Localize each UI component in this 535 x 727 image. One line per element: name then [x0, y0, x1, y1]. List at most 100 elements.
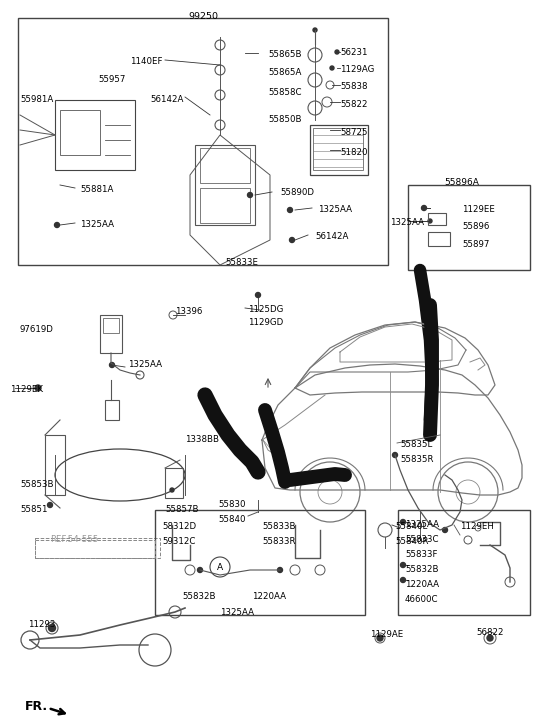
Text: 1325AA: 1325AA — [80, 220, 114, 229]
Bar — [195, 145, 255, 225]
Bar — [200, 188, 250, 223]
Circle shape — [401, 563, 406, 568]
Bar — [103, 318, 119, 333]
Text: 1140EF: 1140EF — [130, 57, 163, 66]
Text: 55896A: 55896A — [445, 178, 479, 187]
Text: 51820: 51820 — [340, 148, 368, 157]
Text: 1129EK: 1129EK — [10, 385, 43, 394]
Text: 55865A: 55865A — [268, 68, 301, 77]
Text: 55890D: 55890D — [280, 188, 314, 197]
Text: 55840L: 55840L — [395, 522, 427, 531]
Bar — [60, 110, 100, 155]
Bar — [313, 128, 363, 170]
Circle shape — [393, 452, 398, 457]
Text: 1338BB: 1338BB — [185, 435, 219, 444]
Circle shape — [377, 635, 383, 641]
Text: 55881A: 55881A — [80, 185, 113, 194]
Text: 55840: 55840 — [218, 515, 246, 524]
Bar — [45, 435, 65, 495]
Text: 1125DG: 1125DG — [248, 305, 284, 314]
Circle shape — [248, 193, 253, 198]
Text: 46600C: 46600C — [405, 595, 439, 604]
Bar — [105, 400, 119, 420]
Circle shape — [487, 635, 493, 641]
Circle shape — [442, 528, 447, 532]
Text: 97619D: 97619D — [20, 325, 54, 334]
Circle shape — [197, 568, 203, 572]
Text: 1325AA: 1325AA — [405, 520, 439, 529]
Bar — [200, 148, 250, 183]
Circle shape — [48, 502, 52, 507]
Text: 55833F: 55833F — [405, 550, 438, 559]
Text: 1129EH: 1129EH — [460, 522, 494, 531]
Text: REF.54-555: REF.54-555 — [50, 535, 98, 544]
Text: 58725: 58725 — [340, 128, 368, 137]
Circle shape — [401, 577, 406, 582]
Text: 1325AA: 1325AA — [390, 218, 424, 227]
Text: 1129EE: 1129EE — [462, 205, 495, 214]
Text: 13396: 13396 — [175, 307, 202, 316]
Text: 56142A: 56142A — [315, 232, 348, 241]
Text: 55853B: 55853B — [20, 480, 54, 489]
Circle shape — [35, 385, 41, 391]
Text: 58312D: 58312D — [162, 522, 196, 531]
Text: 56231: 56231 — [340, 48, 368, 57]
Text: 1325AA: 1325AA — [318, 205, 352, 214]
Text: 55851: 55851 — [20, 505, 48, 514]
Text: 55835R: 55835R — [400, 455, 433, 464]
Bar — [428, 232, 450, 246]
Bar — [310, 125, 368, 175]
Text: 55822: 55822 — [340, 100, 368, 109]
Text: 55840R: 55840R — [395, 537, 429, 546]
Circle shape — [335, 50, 339, 54]
Text: 55833R: 55833R — [262, 537, 295, 546]
Text: 55957: 55957 — [98, 75, 125, 84]
Circle shape — [256, 292, 261, 297]
Bar — [428, 213, 446, 225]
Text: 1129GD: 1129GD — [248, 318, 283, 327]
Text: 1220AA: 1220AA — [405, 580, 439, 589]
Text: 55981A: 55981A — [20, 95, 54, 104]
Text: 55833E: 55833E — [225, 258, 258, 267]
Text: 55838: 55838 — [340, 82, 368, 91]
Circle shape — [428, 219, 432, 223]
Text: 55835L: 55835L — [400, 440, 432, 449]
Circle shape — [289, 238, 294, 243]
Text: 55832B: 55832B — [405, 565, 439, 574]
Text: 56142A: 56142A — [150, 95, 184, 104]
Text: FR.: FR. — [25, 700, 48, 713]
Circle shape — [287, 207, 293, 212]
Circle shape — [49, 624, 56, 632]
Text: 1129AG: 1129AG — [340, 65, 374, 74]
Text: 55897: 55897 — [462, 240, 490, 249]
Text: 55857B: 55857B — [165, 505, 198, 514]
Text: 55850B: 55850B — [268, 115, 302, 124]
Text: 11293: 11293 — [28, 620, 56, 629]
Circle shape — [110, 363, 114, 368]
Text: 55833C: 55833C — [405, 535, 439, 544]
Text: 55865B: 55865B — [268, 50, 302, 59]
Circle shape — [422, 206, 426, 211]
Text: 1129AE: 1129AE — [370, 630, 403, 639]
Circle shape — [313, 28, 317, 32]
Text: 99250: 99250 — [188, 12, 218, 21]
Text: 59312C: 59312C — [162, 537, 195, 546]
Bar — [55, 100, 135, 170]
Text: 55833B: 55833B — [262, 522, 295, 531]
Circle shape — [55, 222, 59, 228]
Text: 56822: 56822 — [476, 628, 503, 637]
Circle shape — [401, 520, 406, 524]
Text: 55896: 55896 — [462, 222, 490, 231]
Text: 55832B: 55832B — [182, 592, 216, 601]
Text: 1325AA: 1325AA — [220, 608, 254, 617]
Text: 1325AA: 1325AA — [128, 360, 162, 369]
Circle shape — [330, 66, 334, 70]
Circle shape — [170, 488, 174, 492]
Bar — [165, 468, 183, 498]
Text: 55858C: 55858C — [268, 88, 302, 97]
Circle shape — [278, 568, 282, 572]
Text: A: A — [217, 563, 223, 571]
Bar — [100, 315, 122, 353]
Text: 55830: 55830 — [218, 500, 246, 509]
Text: 1220AA: 1220AA — [252, 592, 286, 601]
